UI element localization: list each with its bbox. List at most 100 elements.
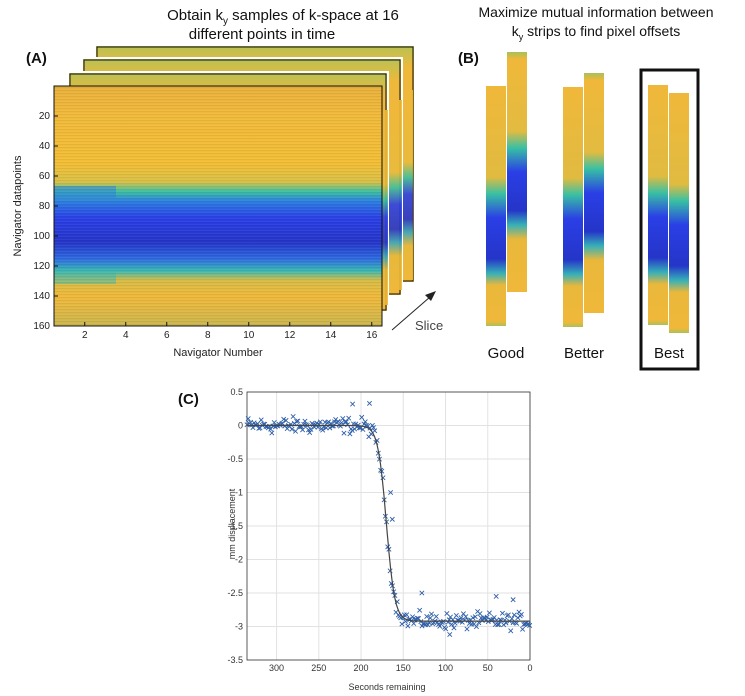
chart-ylabel: mm displacement bbox=[227, 488, 237, 559]
y-tick-label: -2.5 bbox=[227, 588, 243, 598]
data-point bbox=[484, 614, 490, 620]
data-point bbox=[388, 489, 394, 496]
data-point bbox=[463, 614, 469, 620]
data-point bbox=[307, 430, 313, 436]
x-tick-label: 50 bbox=[483, 663, 493, 673]
x-tick-label: 250 bbox=[311, 663, 326, 673]
data-point bbox=[449, 621, 455, 627]
x-tick-label: 6 bbox=[164, 330, 170, 341]
data-point bbox=[433, 614, 439, 620]
data-point bbox=[371, 425, 377, 431]
data-point bbox=[283, 417, 289, 423]
x-tick-label: 150 bbox=[396, 663, 411, 673]
data-point bbox=[362, 419, 368, 425]
data-point bbox=[244, 422, 250, 428]
data-point bbox=[404, 612, 410, 618]
x-tick-label: 12 bbox=[284, 330, 296, 341]
data-point bbox=[511, 612, 517, 618]
data-point bbox=[292, 428, 299, 434]
data-point bbox=[520, 626, 526, 632]
strip bbox=[507, 52, 527, 292]
panel-a-xlabel: Navigator Number bbox=[173, 347, 263, 359]
data-point bbox=[472, 614, 478, 620]
data-point bbox=[308, 426, 314, 432]
x-tick-label: 16 bbox=[366, 330, 378, 341]
y-tick-label: -1.5 bbox=[227, 521, 243, 531]
data-point bbox=[300, 427, 306, 433]
data-point bbox=[424, 614, 430, 620]
strip bbox=[486, 86, 506, 326]
y-tick-label: 100 bbox=[33, 231, 50, 242]
y-tick-label: -2 bbox=[235, 555, 243, 565]
data-point bbox=[290, 413, 296, 420]
data-point bbox=[473, 624, 479, 630]
data-point bbox=[329, 423, 335, 429]
y-tick-label: 160 bbox=[33, 321, 50, 332]
data-point bbox=[411, 621, 417, 627]
data-point bbox=[464, 626, 470, 632]
data-point bbox=[486, 610, 492, 616]
data-point bbox=[427, 615, 433, 621]
data-point bbox=[314, 420, 320, 426]
panel-b-title-line2: ky strips to find pixel offsets bbox=[512, 23, 680, 42]
data-point bbox=[317, 419, 323, 425]
y-tick-label: 0.5 bbox=[230, 387, 243, 397]
y-tick-label: 140 bbox=[33, 291, 50, 302]
y-tick-label: -3.5 bbox=[227, 655, 243, 665]
data-point bbox=[345, 422, 351, 428]
y-tick-label: -3 bbox=[235, 622, 243, 632]
fit-line bbox=[247, 424, 530, 622]
strip-pair-good bbox=[486, 52, 527, 326]
strip bbox=[648, 85, 668, 325]
data-point bbox=[350, 401, 356, 407]
data-point bbox=[419, 590, 425, 596]
panel-a-label: (A) bbox=[26, 50, 47, 67]
data-point bbox=[302, 418, 308, 424]
panel-a-ylabel: Navigator datapoints bbox=[12, 155, 24, 256]
data-point bbox=[258, 417, 264, 423]
data-point bbox=[453, 612, 459, 619]
strip bbox=[584, 73, 604, 313]
data-point bbox=[477, 611, 483, 617]
x-tick-label: 100 bbox=[438, 663, 453, 673]
data-point bbox=[349, 428, 355, 434]
heatmap-axes: 20 40 60 80 100 120 140 160 2 4 6 8 10 12 14 16 bbox=[33, 111, 377, 341]
x-tick-label: 2 bbox=[82, 330, 88, 341]
data-point bbox=[451, 625, 457, 631]
strip bbox=[563, 87, 583, 327]
y-tick-label: 20 bbox=[39, 111, 51, 122]
slice-label: Slice bbox=[415, 318, 443, 333]
y-tick-label: 60 bbox=[39, 171, 51, 182]
front-heatmap bbox=[53, 85, 383, 327]
data-point bbox=[410, 614, 416, 620]
data-point bbox=[510, 597, 516, 603]
data-point bbox=[399, 621, 405, 627]
data-point bbox=[458, 615, 464, 621]
data-point bbox=[499, 610, 505, 616]
y-tick-label: -1 bbox=[235, 488, 243, 498]
data-point bbox=[496, 621, 502, 627]
data-point bbox=[289, 426, 295, 432]
data-point bbox=[443, 626, 449, 632]
y-tick-label: 40 bbox=[39, 141, 51, 152]
data-point bbox=[326, 419, 332, 425]
data-point bbox=[359, 414, 365, 420]
data-point bbox=[415, 616, 422, 622]
data-point bbox=[437, 623, 443, 629]
strip bbox=[669, 93, 689, 333]
data-point bbox=[493, 593, 499, 599]
strip-pair-better bbox=[563, 73, 604, 327]
x-tick-label: 200 bbox=[354, 663, 369, 673]
pair-label-best: Best bbox=[654, 345, 685, 362]
data-point bbox=[295, 418, 301, 424]
data-point bbox=[360, 426, 366, 432]
data-point bbox=[366, 400, 373, 406]
data-point bbox=[417, 607, 423, 613]
x-tick-label: 14 bbox=[325, 330, 337, 341]
x-tick-label: 4 bbox=[123, 330, 129, 341]
strip-pair-best bbox=[648, 85, 689, 333]
y-tick-label: -0.5 bbox=[227, 454, 243, 464]
x-tick-label: 0 bbox=[527, 663, 532, 673]
chart-xlabel: Seconds remaining bbox=[348, 682, 425, 692]
x-tick-label: 8 bbox=[205, 330, 211, 341]
